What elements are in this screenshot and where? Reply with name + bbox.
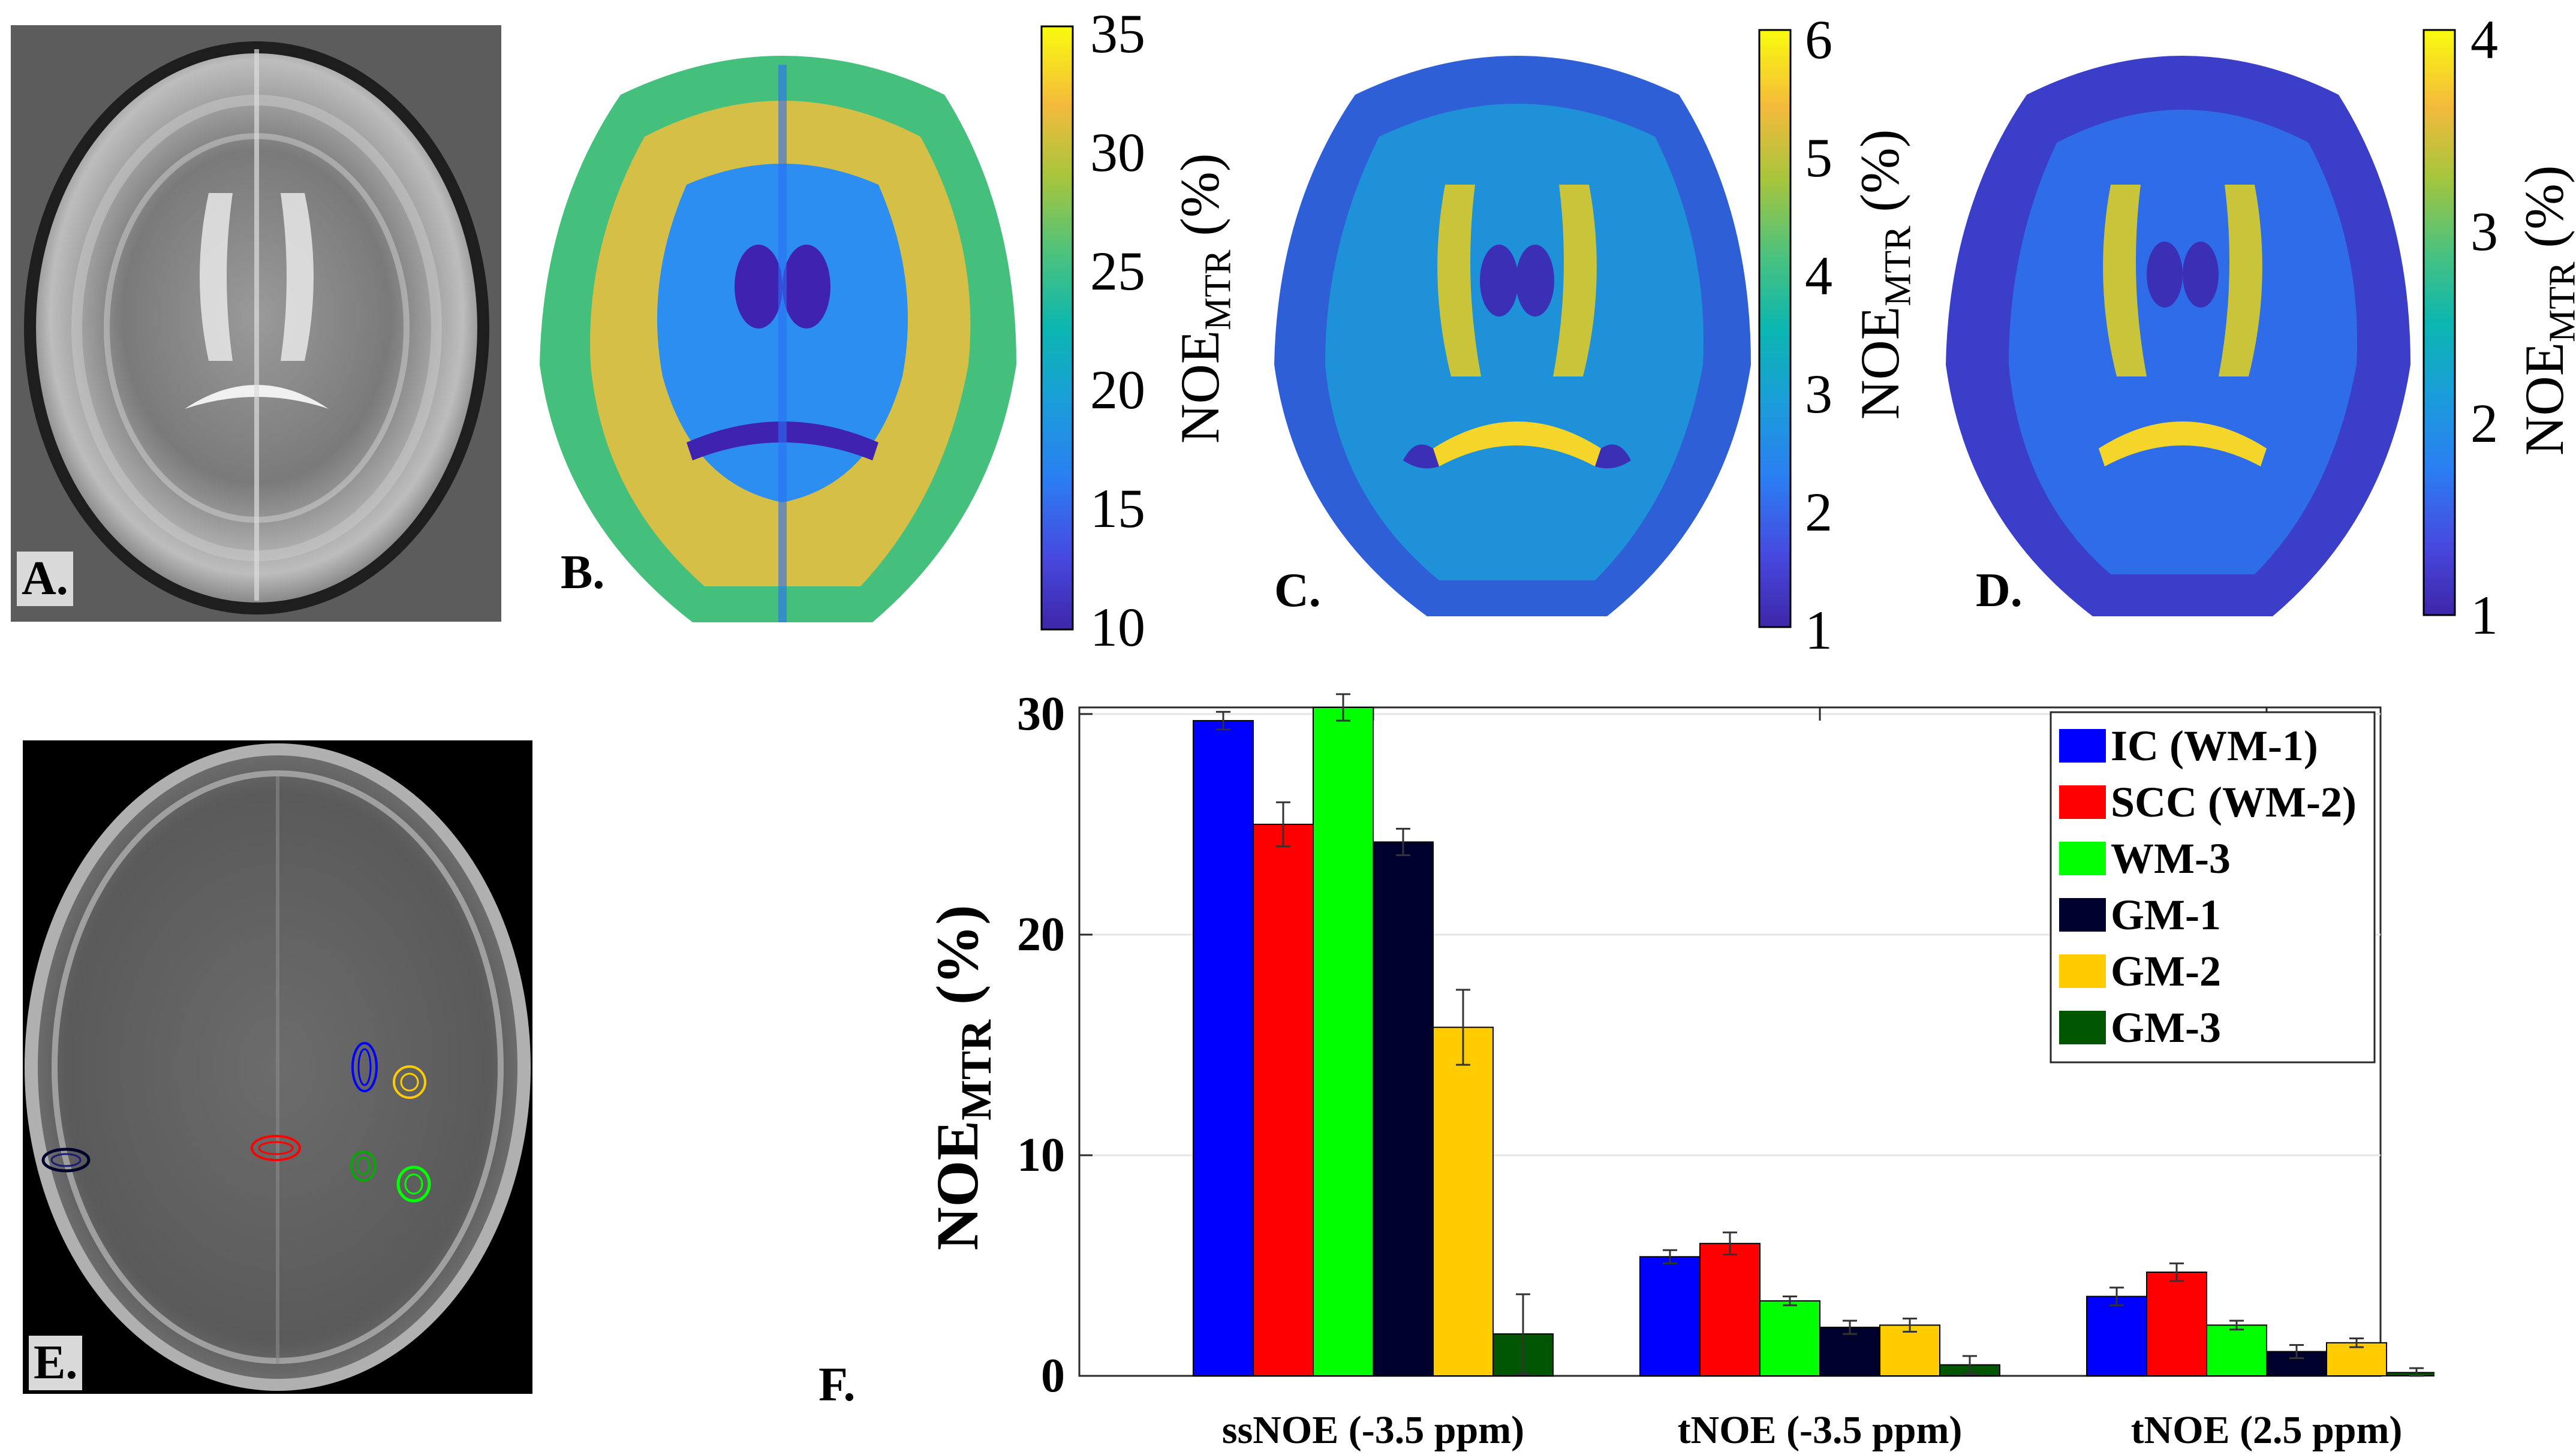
legend-label: IC (WM-1) — [2111, 722, 2318, 770]
colorbar-d-tick-4: 1 — [2470, 585, 2498, 646]
bar-wm-3 — [1313, 707, 1374, 1376]
panel-d-label: D. — [1976, 564, 2023, 617]
x-category-label: ssNOE (-3.5 ppm) — [1222, 1408, 1524, 1452]
panel-d-map — [1943, 29, 2422, 622]
legend-swatch — [2059, 898, 2106, 932]
colorbar-c-tick-6: 1 — [1805, 600, 1832, 661]
y-tick-label: 20 — [1017, 908, 1065, 961]
bar-ic-wm-1- — [2086, 1296, 2147, 1377]
panel-c-map — [1271, 29, 1763, 622]
x-category-label: tNOE (-3.5 ppm) — [1678, 1408, 1963, 1452]
bar-ic-wm-1- — [1193, 720, 1254, 1376]
panel-c-label: C. — [1274, 564, 1321, 617]
roi-gm3 — [350, 1150, 377, 1182]
colorbar-d-tick-1: 4 — [2470, 9, 2498, 70]
panel-e-roi-image — [23, 740, 532, 1394]
roi-scc — [251, 1135, 301, 1161]
colorbar-d-tick-2: 3 — [2470, 201, 2498, 262]
x-category-label: tNOE (2.5 ppm) — [2131, 1408, 2403, 1452]
colorbar-b-tick-2: 30 — [1090, 122, 1145, 183]
bar-ic-wm-1- — [1639, 1256, 1701, 1376]
panel-b-label: B. — [561, 546, 605, 599]
bar-wm-3 — [1759, 1300, 1820, 1377]
bar-scc-wm-2- — [2146, 1272, 2207, 1376]
panel-f-label: F. — [818, 1358, 856, 1411]
y-tick-label: 0 — [1041, 1349, 1065, 1402]
legend-label: GM-3 — [2111, 1004, 2221, 1052]
legend-swatch — [2059, 842, 2106, 875]
colorbar-c-tick-5: 2 — [1805, 481, 1832, 543]
panel-b-map — [537, 29, 1028, 628]
roi-ic — [351, 1042, 378, 1092]
colorbar-c-tick-1: 6 — [1805, 9, 1832, 70]
legend-label: GM-1 — [2111, 891, 2221, 939]
bar-wm-3 — [2206, 1324, 2267, 1376]
bar-chart: 0 10 20 30 ssNOE (-3.5 ppm) tNOE (-3.5 ppm) tN… — [924, 688, 2434, 1452]
colorbar-b-tick-5: 15 — [1090, 478, 1145, 539]
legend-swatch — [2059, 1011, 2106, 1044]
legend-box — [2050, 711, 2376, 1064]
legend-swatch — [2059, 785, 2106, 819]
bar-gm-2 — [1433, 1026, 1494, 1376]
roi-gm2 — [393, 1065, 426, 1099]
panel-a-t2-image — [11, 25, 501, 622]
panel-e-label: E. — [29, 1336, 83, 1390]
colorbar-b-tick-1: 35 — [1090, 3, 1145, 64]
colorbar-b-title: NOEMTR (%) — [1169, 153, 1239, 444]
panel-b-colorbar — [1040, 25, 1074, 631]
colorbar-c-tick-4: 3 — [1805, 363, 1832, 424]
y-tick-label: 30 — [1017, 688, 1065, 740]
legend-swatch — [2059, 954, 2106, 988]
legend-label: GM-2 — [2111, 947, 2221, 995]
bar-gm-2 — [1879, 1324, 1940, 1376]
colorbar-c-title: NOEMTR (%) — [1849, 129, 1919, 420]
legend-label: WM-3 — [2111, 835, 2231, 882]
panel-d-colorbar — [2422, 29, 2456, 616]
y-axis-label: NOEMTR (%) — [924, 905, 1000, 1250]
bar-gm-1 — [1373, 841, 1434, 1377]
legend-label: SCC (WM-2) — [2111, 778, 2357, 826]
bar-scc-wm-2- — [1699, 1243, 1761, 1377]
y-tick-label: 10 — [1017, 1129, 1065, 1182]
colorbar-b-tick-4: 20 — [1090, 359, 1145, 420]
legend-swatch — [2059, 729, 2106, 763]
colorbar-c-tick-2: 5 — [1805, 127, 1832, 188]
colorbar-b-tick-3: 25 — [1090, 240, 1145, 302]
roi-gm1 — [41, 1147, 91, 1173]
bar-scc-wm-2- — [1253, 824, 1314, 1376]
colorbar-d-title: NOEMTR (%) — [2514, 165, 2576, 456]
bar-gm-1 — [2266, 1351, 2327, 1377]
colorbar-c-tick-3: 4 — [1805, 245, 1832, 306]
roi-wm3 — [396, 1165, 431, 1203]
colorbar-b-tick-6: 10 — [1090, 597, 1145, 658]
panel-a-label: A. — [17, 552, 73, 606]
panel-c-colorbar — [1758, 29, 1792, 628]
colorbar-d-tick-3: 2 — [2470, 393, 2498, 454]
